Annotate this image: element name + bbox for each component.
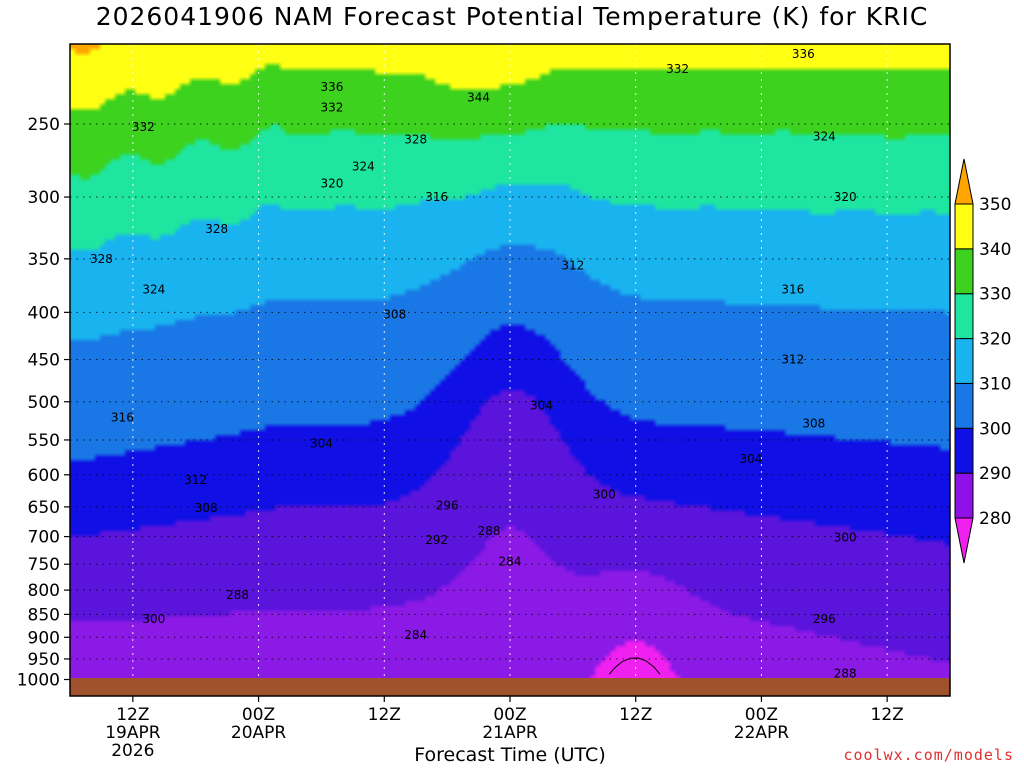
colorbar-band xyxy=(954,427,974,474)
y-tick-label: 400 xyxy=(28,303,60,323)
x-tick-label: 12Z xyxy=(368,705,401,725)
y-tick-label: 300 xyxy=(28,188,60,208)
contour-label: 332 xyxy=(132,120,155,134)
contour-label: 288 xyxy=(834,666,857,680)
contour-label: 296 xyxy=(813,612,836,626)
contour-label: 320 xyxy=(320,176,343,190)
colorbar-label: 330 xyxy=(979,285,1011,305)
contour-label: 316 xyxy=(781,283,804,297)
contour-label: 312 xyxy=(184,473,207,487)
contour-label: 308 xyxy=(802,417,825,431)
contour-label: 312 xyxy=(781,353,804,367)
contour-label: 324 xyxy=(352,160,375,174)
x-tick-label: 00Z xyxy=(493,705,526,725)
colorbar-label: 280 xyxy=(979,509,1011,529)
y-tick-label: 1000 xyxy=(17,671,60,691)
x-tick-label: 21APR xyxy=(482,723,538,743)
colorbar-arrow-bottom xyxy=(954,517,974,564)
colorbar-label: 310 xyxy=(979,374,1011,394)
website-credit: coolwx.com/models xyxy=(843,746,1014,764)
plot-frame xyxy=(69,43,951,697)
contour-label: 308 xyxy=(383,307,406,321)
y-tick-label: 600 xyxy=(28,466,60,486)
x-tick-label: 2026 xyxy=(111,741,154,761)
colorbar-arrow-top xyxy=(954,158,974,205)
x-tick-label: 12Z xyxy=(619,705,652,725)
plot-area xyxy=(70,44,950,696)
colorbar-band xyxy=(954,293,974,340)
y-tick-label: 700 xyxy=(28,528,60,548)
contour-label: 288 xyxy=(478,524,501,538)
contour-label: 344 xyxy=(467,90,490,104)
colorbar-label: 350 xyxy=(979,195,1011,215)
colorbar-label: 290 xyxy=(979,464,1011,484)
x-tick-label: 00Z xyxy=(242,705,275,725)
contour-label: 328 xyxy=(205,222,228,236)
contour-label: 296 xyxy=(436,499,459,513)
contour-label: 316 xyxy=(425,190,448,204)
contour-label: 300 xyxy=(593,487,616,501)
y-tick-label: 350 xyxy=(28,250,60,270)
x-tick-label: 12Z xyxy=(116,705,149,725)
colorbar-label: 340 xyxy=(979,240,1011,260)
ground-strip xyxy=(70,678,950,696)
chart-title: 2026041906 NAM Forecast Potential Temper… xyxy=(95,2,929,31)
contour-label: 304 xyxy=(310,437,333,451)
colorbar-band xyxy=(954,382,974,429)
colorbar-band xyxy=(954,472,974,519)
contour-label: 332 xyxy=(666,62,689,76)
contour-label: 300 xyxy=(142,612,165,626)
y-tick-label: 250 xyxy=(28,115,60,135)
x-tick-label: 00Z xyxy=(745,705,778,725)
y-tick-label: 800 xyxy=(28,581,60,601)
contour-label: 316 xyxy=(111,410,134,424)
colorbar-label: 320 xyxy=(979,330,1011,350)
x-tick-label: 22APR xyxy=(734,723,790,743)
contour-label: 304 xyxy=(530,399,553,413)
y-tick-label: 950 xyxy=(28,650,60,670)
theta-fill xyxy=(70,44,950,696)
colorbar-legend: 280 290 300 310 320 330 340 350 xyxy=(954,158,1011,564)
contour-label: 328 xyxy=(90,252,113,266)
contour-label: 336 xyxy=(792,47,815,61)
colorbar-label: 300 xyxy=(979,419,1011,439)
contour-label: 324 xyxy=(813,130,836,144)
y-tick-label: 850 xyxy=(28,605,60,625)
contour-label: 328 xyxy=(404,133,427,147)
y-tick-label: 650 xyxy=(28,498,60,518)
x-axis-label: Forecast Time (UTC) xyxy=(414,744,606,766)
x-tick-label: 20APR xyxy=(231,723,287,743)
contour-label: 284 xyxy=(499,555,522,569)
contour-label: 292 xyxy=(425,533,448,547)
y-axis: 250 300 350 400 450 500 550 600 650 700 750 800 850 9… xyxy=(17,115,70,691)
colorbar-band xyxy=(954,338,974,384)
y-tick-label: 750 xyxy=(28,555,60,575)
y-tick-label: 450 xyxy=(28,351,60,371)
contour-label: 320 xyxy=(834,190,857,204)
colorbar-band xyxy=(954,203,974,250)
contour-label: 336 xyxy=(320,80,343,94)
contour-label: 300 xyxy=(834,531,857,545)
ground-fill xyxy=(70,678,950,696)
contour-label: 308 xyxy=(195,501,218,515)
contour-label: 288 xyxy=(226,588,249,602)
contour-labels: 336 344 332 336 332 332 328 324 324 320 316 320 328 3… xyxy=(90,47,857,680)
contour-label: 312 xyxy=(561,259,584,273)
contour-label: 284 xyxy=(404,628,427,642)
y-tick-label: 550 xyxy=(28,431,60,451)
y-tick-label: 900 xyxy=(28,628,60,648)
x-tick-label: 12Z xyxy=(871,705,904,725)
contour-label: 324 xyxy=(142,283,165,297)
contour-lines xyxy=(608,657,661,675)
colorbar-band xyxy=(954,248,974,295)
contour-label: 332 xyxy=(320,101,343,115)
y-tick-label: 500 xyxy=(28,393,60,413)
x-tick-label: 19APR xyxy=(105,723,161,743)
contour-label: 304 xyxy=(739,452,762,466)
